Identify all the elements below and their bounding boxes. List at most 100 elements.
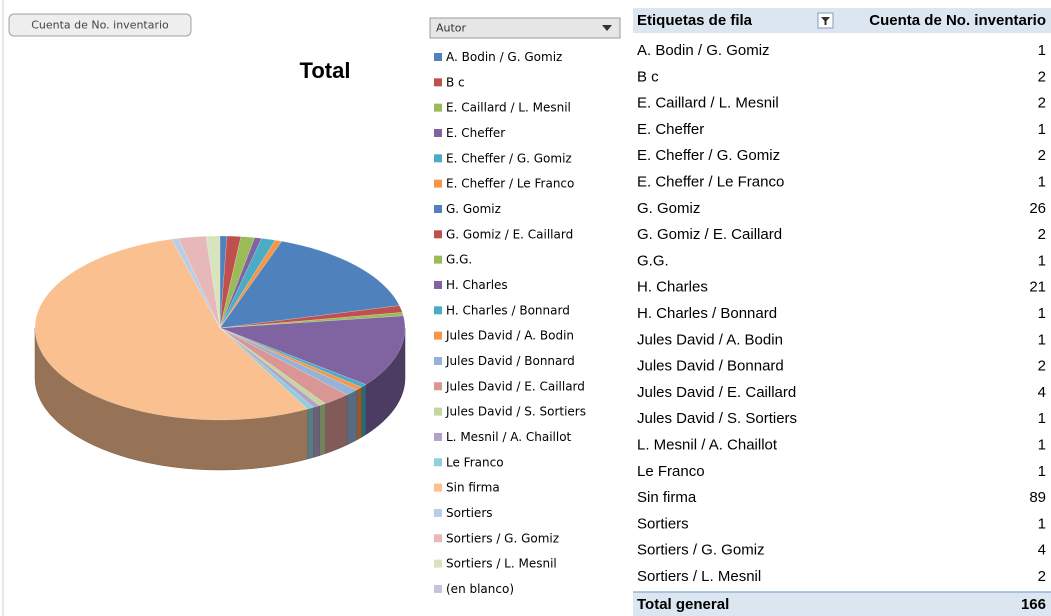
legend-swatch [434,306,442,315]
row-value: 1 [1038,331,1046,348]
legend-dropdown-label[interactable]: Autor [436,22,467,35]
legend-swatch [434,204,442,213]
filter-icon[interactable] [821,17,830,25]
row-label: A. Bodin / G. Gomiz [637,42,770,59]
row-value: 1 [1038,173,1046,190]
row-label: Sortiers / L. Mesnil [637,568,761,585]
legend-swatch [434,483,442,492]
legend-swatch [434,382,442,391]
legend-swatch [434,179,442,188]
pie-slice [219,237,263,329]
pie-slice [219,241,400,329]
row-label: E. Cheffer [637,121,704,138]
row-value: 21 [1029,279,1046,296]
row-label: G. Gomiz / E. Caillard [637,226,782,243]
pie-side [361,384,367,438]
pie-side [319,403,326,456]
pie-side [34,327,308,471]
pie-slice [177,236,221,329]
row-value: 2 [1038,68,1046,85]
legend-swatch [434,331,442,340]
legend-label: Jules David / Bonnard [445,354,575,368]
legend-label: E. Cheffer / G. Gomiz [446,151,572,165]
row-label: G.G. [637,252,669,269]
row-label: E. Cheffer / Le Franco [637,173,784,190]
row-value: 1 [1038,463,1046,480]
legend-label: Sortiers / L. Mesnil [446,557,557,571]
legend-swatch [434,584,442,593]
legend-label: H. Charles / Bonnard [446,303,570,317]
row-value: 2 [1038,358,1046,375]
chart-title: Total [300,58,351,83]
row-label: G. Gomiz [637,200,700,217]
row-value: 89 [1029,489,1046,506]
total-label: Total general [637,596,729,613]
legend-label: E. Caillard / L. Mesnil [446,101,571,115]
legend-swatch [434,559,442,568]
table-header-bg [633,8,1051,33]
pie-slice [205,235,221,329]
legend-label: Sortiers / G. Gomiz [446,531,559,545]
row-label: H. Charles [637,279,708,296]
row-value: 2 [1038,95,1046,112]
legend-swatch [434,432,442,441]
legend-label: B c [446,75,465,89]
row-label: Jules David / A. Bodin [637,331,783,348]
pie-slice [34,238,308,421]
table-header: Cuenta de No. inventario [869,12,1046,29]
row-label: Jules David / Bonnard [637,358,784,375]
row-value: 1 [1038,121,1046,138]
field-button[interactable] [8,13,192,37]
row-label: Sortiers / G. Gomiz [637,542,765,559]
legend-label: E. Cheffer / Le Franco [446,177,574,191]
total-value: 166 [1021,596,1046,613]
legend-label: Le Franco [446,455,504,469]
legend-swatch [434,458,442,467]
legend-dropdown[interactable] [429,17,621,39]
row-label: H. Charles / Bonnard [637,305,777,322]
row-label: L. Mesnil / A. Chaillot [637,436,778,453]
dropdown-arrow[interactable] [602,25,612,31]
field-button-label[interactable]: Cuenta de No. inventario [31,19,169,32]
legend-swatch [434,356,442,365]
row-value: 26 [1029,200,1046,217]
legend-swatch [434,154,442,163]
pie-slice [219,312,404,329]
row-value: 1 [1038,410,1046,427]
pie-side [313,405,320,458]
legend-label: Sortiers [446,506,493,520]
legend-swatch [434,53,442,61]
legend-swatch [434,508,442,517]
total-row-bg [633,592,1051,616]
legend-swatch [434,103,442,112]
legend-label: Sin firma [446,481,500,495]
row-value: 4 [1038,542,1046,559]
row-value: 1 [1038,305,1046,322]
legend-label: E. Cheffer [446,126,505,140]
row-value: 1 [1038,42,1046,59]
legend-swatch [434,128,442,137]
pie-slice [219,327,348,404]
row-label: B c [637,68,659,85]
row-value: 2 [1038,147,1046,164]
row-value: 4 [1038,384,1046,401]
row-value: 1 [1038,252,1046,269]
row-label: Le Franco [637,463,705,480]
legend-label: G. Gomiz [446,202,501,216]
pie-side [356,386,362,441]
row-label: Jules David / E. Caillard [637,384,796,401]
legend-label: A. Bodin / G. Gomiz [446,50,562,64]
legend-label: Jules David / E. Caillard [445,379,585,393]
legend-swatch [434,78,442,87]
pie-slice [219,315,406,385]
pie-side [346,389,358,446]
row-label: E. Cheffer / G. Gomiz [637,147,780,164]
legend-label: H. Charles [446,278,508,292]
row-label: Sortiers [637,515,689,532]
legend-swatch [434,407,442,416]
row-value: 2 [1038,568,1046,585]
row-label: Sin firma [637,489,697,506]
legend-label: (en blanco) [446,582,514,596]
row-value: 1 [1038,436,1046,453]
